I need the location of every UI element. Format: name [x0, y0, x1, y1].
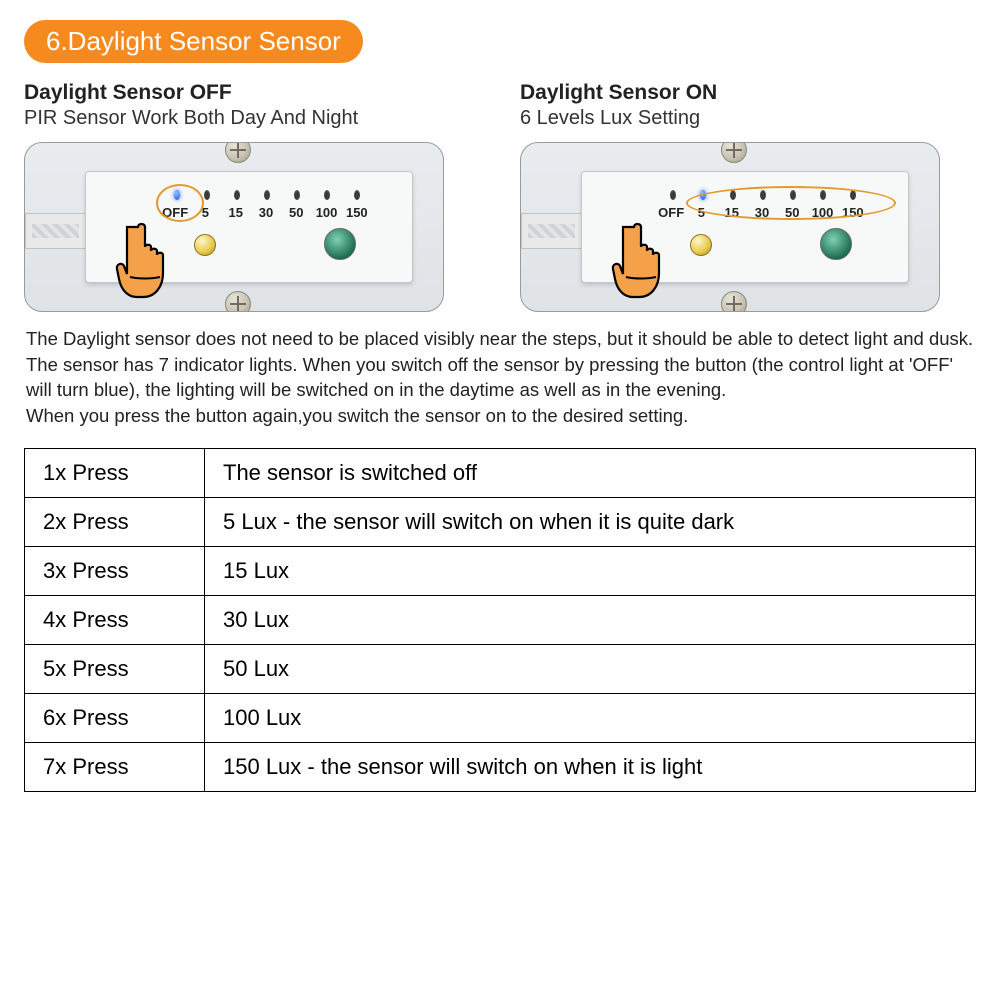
- press-desc-cell: 15 Lux: [205, 547, 976, 596]
- press-count-cell: 2x Press: [25, 498, 205, 547]
- right-subheading: 6 Levels Lux Setting: [520, 107, 976, 130]
- press-table: 1x PressThe sensor is switched off2x Pre…: [24, 448, 976, 792]
- led-indicator: [354, 190, 360, 200]
- press-count-cell: 6x Press: [25, 694, 205, 743]
- two-column-header: Daylight Sensor OFF PIR Sensor Work Both…: [24, 81, 976, 312]
- press-count-cell: 5x Press: [25, 645, 205, 694]
- led-indicator: [324, 190, 330, 200]
- press-desc-cell: The sensor is switched off: [205, 449, 976, 498]
- led-indicator: [670, 190, 676, 200]
- led-indicator: [264, 190, 270, 200]
- sensor-eye-icon: [324, 228, 356, 260]
- screw-icon: [225, 291, 251, 312]
- cable-icon: [25, 213, 85, 249]
- right-column: Daylight Sensor ON 6 Levels Lux Setting …: [520, 81, 976, 312]
- press-count-cell: 7x Press: [25, 743, 205, 792]
- led-label: 15: [221, 205, 251, 220]
- push-button-icon: [690, 234, 712, 256]
- sensor-eye-icon: [820, 228, 852, 260]
- table-row: 5x Press50 Lux: [25, 645, 976, 694]
- table-row: 7x Press150 Lux - the sensor will switch…: [25, 743, 976, 792]
- left-heading: Daylight Sensor OFF: [24, 81, 480, 105]
- press-desc-cell: 30 Lux: [205, 596, 976, 645]
- hand-pointer-icon: [115, 221, 177, 301]
- screw-icon: [721, 142, 747, 163]
- device-illustration-on: OFF 5 15 30 50 100 150: [520, 142, 940, 312]
- table-row: 6x Press100 Lux: [25, 694, 976, 743]
- table-row: 1x PressThe sensor is switched off: [25, 449, 976, 498]
- led-label: 30: [251, 205, 281, 220]
- press-count-cell: 3x Press: [25, 547, 205, 596]
- screw-icon: [721, 291, 747, 312]
- device-illustration-off: OFF 5 15 30 50 100 150: [24, 142, 444, 312]
- led-indicator: [234, 190, 240, 200]
- right-heading: Daylight Sensor ON: [520, 81, 976, 105]
- press-desc-cell: 150 Lux - the sensor will switch on when…: [205, 743, 976, 792]
- table-row: 3x Press15 Lux: [25, 547, 976, 596]
- press-desc-cell: 50 Lux: [205, 645, 976, 694]
- annotation-ellipse: [156, 184, 204, 222]
- led-label: 150: [342, 205, 372, 220]
- press-count-cell: 4x Press: [25, 596, 205, 645]
- press-count-cell: 1x Press: [25, 449, 205, 498]
- led-label: 100: [311, 205, 341, 220]
- left-column: Daylight Sensor OFF PIR Sensor Work Both…: [24, 81, 480, 312]
- description-text: The Daylight sensor does not need to be …: [26, 326, 974, 428]
- press-desc-cell: 5 Lux - the sensor will switch on when i…: [205, 498, 976, 547]
- left-subheading: PIR Sensor Work Both Day And Night: [24, 107, 480, 130]
- table-row: 2x Press5 Lux - the sensor will switch o…: [25, 498, 976, 547]
- cable-icon: [521, 213, 581, 249]
- screw-icon: [225, 142, 251, 163]
- push-button-icon: [194, 234, 216, 256]
- led-indicator: [204, 190, 210, 200]
- led-indicator: [294, 190, 300, 200]
- annotation-ellipse: [686, 186, 896, 220]
- led-label: 50: [281, 205, 311, 220]
- led-label: OFF: [656, 205, 686, 220]
- press-desc-cell: 100 Lux: [205, 694, 976, 743]
- hand-pointer-icon: [611, 221, 673, 301]
- section-badge: 6.Daylight Sensor Sensor: [24, 20, 363, 63]
- table-row: 4x Press30 Lux: [25, 596, 976, 645]
